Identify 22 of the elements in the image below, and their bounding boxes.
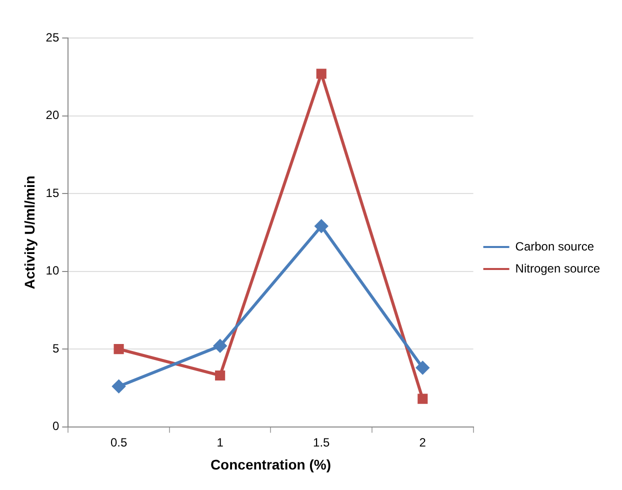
x-tick-label: 2 — [419, 435, 426, 450]
y-tick-label: 10 — [46, 264, 60, 278]
point — [215, 370, 226, 381]
point — [416, 361, 430, 374]
point — [112, 380, 126, 393]
point — [418, 394, 428, 404]
legend-label: Carbon source — [515, 239, 594, 254]
y-tick-label: 5 — [52, 341, 60, 356]
point — [214, 339, 227, 352]
y-axis-title: Activity U/ml/min — [21, 176, 38, 290]
y-tick-label: 15 — [46, 186, 60, 200]
y-tick-label: 20 — [46, 108, 60, 122]
point — [314, 220, 328, 233]
x-tick-label: 1.5 — [313, 435, 330, 450]
x-axis-title: Concentration (%) — [210, 456, 331, 472]
x-tick-label: 1 — [216, 435, 224, 450]
y-tick-label: 25 — [46, 30, 60, 44]
x-tick-label: 0.5 — [110, 435, 128, 450]
y-tick-label: 0 — [52, 419, 60, 434]
legend-label: Nitrogen source — [515, 261, 600, 276]
point — [316, 68, 326, 79]
point — [114, 344, 124, 354]
